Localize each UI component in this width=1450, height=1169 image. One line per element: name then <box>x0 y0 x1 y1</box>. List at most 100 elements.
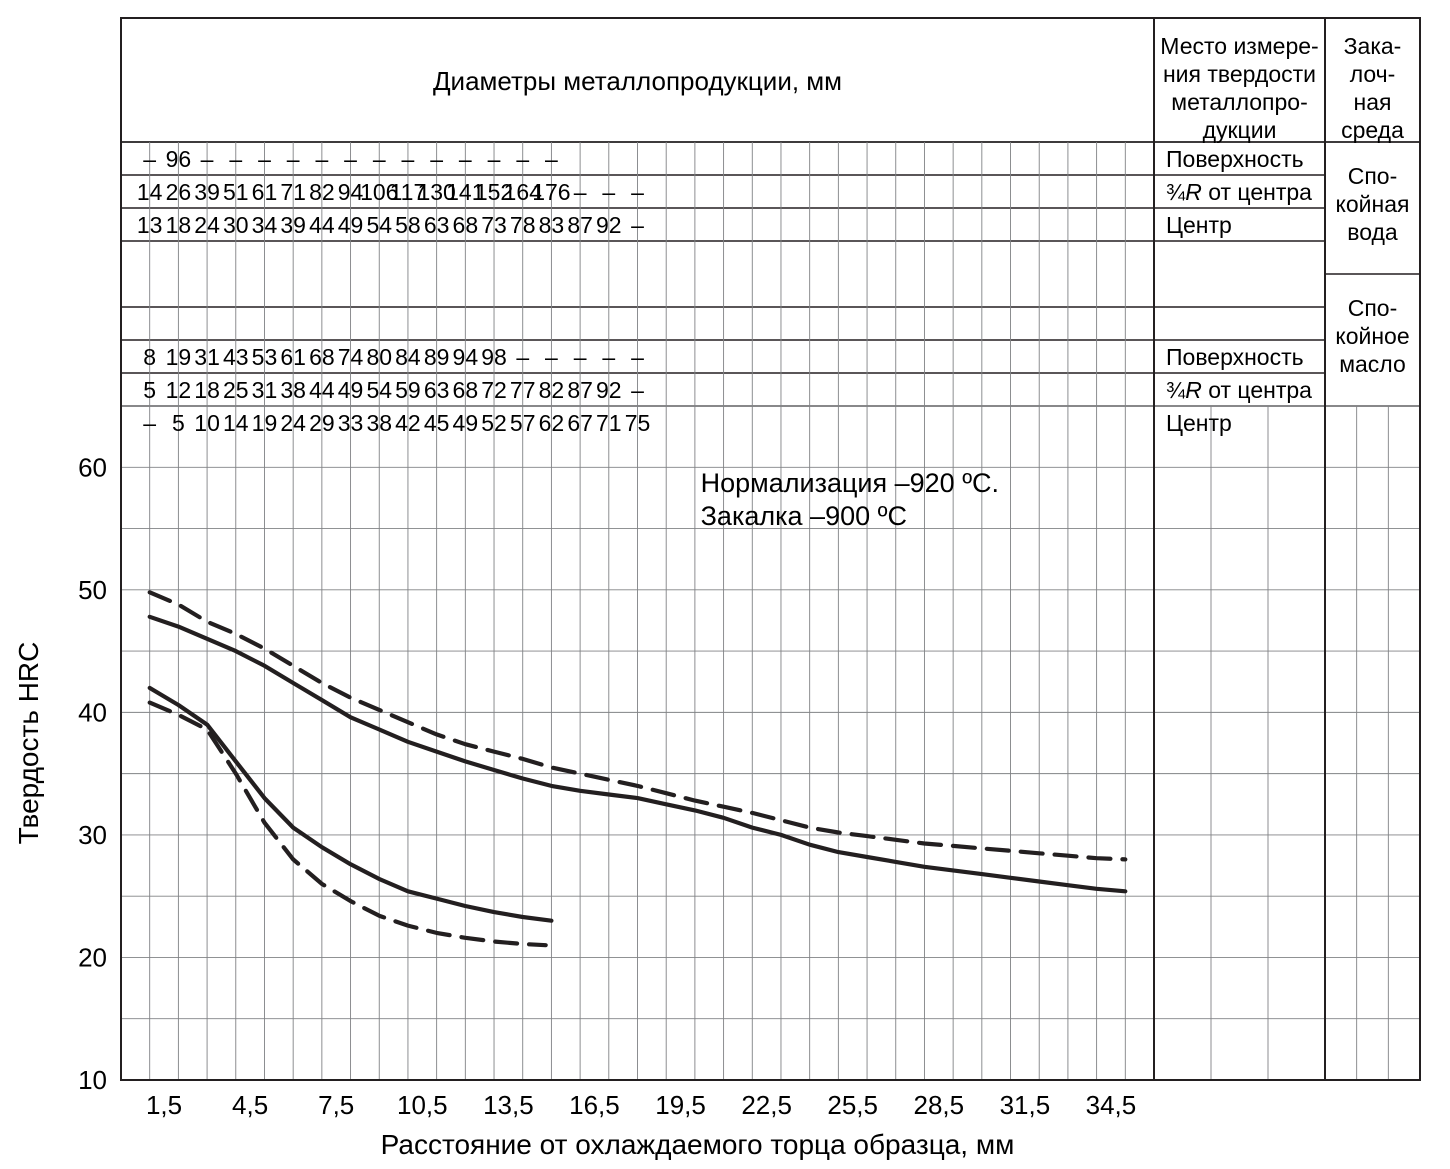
svg-text:лоч-: лоч- <box>1350 61 1396 87</box>
svg-text:24: 24 <box>194 212 220 238</box>
svg-text:койное: койное <box>1335 323 1409 349</box>
svg-text:¾R от центра: ¾R от центра <box>1166 377 1312 403</box>
svg-text:57: 57 <box>510 410 536 436</box>
svg-text:54: 54 <box>366 377 392 403</box>
svg-text:38: 38 <box>366 410 392 436</box>
svg-text:72: 72 <box>481 377 507 403</box>
svg-text:–: – <box>631 179 644 205</box>
hardenability-chart: Диаметры металлопродукции, ммМесто измер… <box>0 0 1450 1169</box>
svg-text:Зака-: Зака- <box>1344 33 1402 59</box>
svg-text:18: 18 <box>166 212 192 238</box>
svg-text:89: 89 <box>424 344 450 370</box>
svg-text:22,5: 22,5 <box>741 1090 792 1120</box>
svg-text:25,5: 25,5 <box>827 1090 878 1120</box>
svg-text:82: 82 <box>539 377 565 403</box>
svg-text:92: 92 <box>596 377 622 403</box>
svg-text:1,5: 1,5 <box>146 1090 182 1120</box>
svg-text:50: 50 <box>78 575 107 605</box>
svg-text:49: 49 <box>338 212 364 238</box>
svg-text:дукции: дукции <box>1203 117 1277 143</box>
svg-text:45: 45 <box>424 410 450 436</box>
svg-text:19,5: 19,5 <box>655 1090 706 1120</box>
svg-text:–: – <box>631 377 644 403</box>
svg-text:Диаметры металлопродукции, мм: Диаметры металлопродукции, мм <box>433 66 842 96</box>
svg-text:52: 52 <box>481 410 507 436</box>
svg-text:82: 82 <box>309 179 335 205</box>
svg-text:–: – <box>516 146 529 172</box>
svg-text:–: – <box>516 344 529 370</box>
svg-text:–: – <box>373 146 386 172</box>
svg-text:63: 63 <box>424 212 450 238</box>
svg-text:5: 5 <box>143 377 156 403</box>
svg-text:78: 78 <box>510 212 536 238</box>
svg-text:Нормализация –920 ºС.: Нормализация –920 ºС. <box>701 468 999 498</box>
svg-text:62: 62 <box>539 410 565 436</box>
svg-text:53: 53 <box>252 344 278 370</box>
svg-text:ная: ная <box>1354 89 1392 115</box>
svg-text:87: 87 <box>567 377 593 403</box>
svg-text:26: 26 <box>166 179 192 205</box>
svg-text:–: – <box>459 146 472 172</box>
svg-text:74: 74 <box>338 344 364 370</box>
svg-text:25: 25 <box>223 377 249 403</box>
svg-text:–: – <box>430 146 443 172</box>
svg-text:Поверхность: Поверхность <box>1166 344 1304 370</box>
svg-text:94: 94 <box>453 344 479 370</box>
svg-text:75: 75 <box>625 410 651 436</box>
svg-text:13,5: 13,5 <box>483 1090 534 1120</box>
svg-text:92: 92 <box>596 212 622 238</box>
svg-text:–: – <box>574 344 587 370</box>
svg-text:–: – <box>488 146 501 172</box>
svg-text:–: – <box>229 146 242 172</box>
svg-text:–: – <box>143 410 156 436</box>
svg-text:28,5: 28,5 <box>913 1090 964 1120</box>
svg-text:Спо-: Спо- <box>1348 295 1398 321</box>
svg-text:5: 5 <box>172 410 185 436</box>
svg-text:19: 19 <box>252 410 278 436</box>
svg-text:83: 83 <box>539 212 565 238</box>
svg-text:63: 63 <box>424 377 450 403</box>
svg-text:масло: масло <box>1339 351 1406 377</box>
svg-text:71: 71 <box>596 410 622 436</box>
svg-text:58: 58 <box>395 212 421 238</box>
svg-text:Твердость HRC: Твердость HRC <box>13 642 44 845</box>
svg-text:33: 33 <box>338 410 364 436</box>
svg-text:49: 49 <box>453 410 479 436</box>
svg-text:–: – <box>143 146 156 172</box>
svg-text:–: – <box>201 146 214 172</box>
svg-text:Поверхность: Поверхность <box>1166 146 1304 172</box>
svg-text:176: 176 <box>532 179 570 205</box>
svg-text:31: 31 <box>194 344 220 370</box>
svg-text:ния твердости: ния твердости <box>1163 61 1316 87</box>
svg-text:44: 44 <box>309 212 335 238</box>
svg-text:–: – <box>631 212 644 238</box>
svg-text:31: 31 <box>252 377 278 403</box>
svg-text:–: – <box>258 146 271 172</box>
svg-text:10: 10 <box>78 1065 107 1095</box>
svg-text:80: 80 <box>366 344 392 370</box>
svg-text:16,5: 16,5 <box>569 1090 620 1120</box>
svg-text:13: 13 <box>137 212 163 238</box>
svg-text:77: 77 <box>510 377 536 403</box>
svg-text:–: – <box>402 146 415 172</box>
svg-text:68: 68 <box>453 377 479 403</box>
svg-text:Расстояние от охлаждаемого тор: Расстояние от охлаждаемого торца образца… <box>381 1129 1015 1160</box>
svg-text:71: 71 <box>280 179 306 205</box>
svg-text:койная: койная <box>1336 191 1410 217</box>
svg-text:29: 29 <box>309 410 335 436</box>
svg-text:73: 73 <box>481 212 507 238</box>
svg-text:39: 39 <box>280 212 306 238</box>
svg-text:–: – <box>315 146 328 172</box>
svg-text:14: 14 <box>223 410 249 436</box>
svg-text:51: 51 <box>223 179 249 205</box>
svg-text:–: – <box>287 146 300 172</box>
svg-text:68: 68 <box>309 344 335 370</box>
svg-text:–: – <box>574 179 587 205</box>
svg-text:24: 24 <box>280 410 306 436</box>
svg-text:10: 10 <box>194 410 220 436</box>
svg-text:12: 12 <box>166 377 192 403</box>
svg-text:Спо-: Спо- <box>1348 163 1398 189</box>
svg-text:20: 20 <box>78 942 107 972</box>
svg-text:59: 59 <box>395 377 421 403</box>
svg-text:40: 40 <box>78 697 107 727</box>
